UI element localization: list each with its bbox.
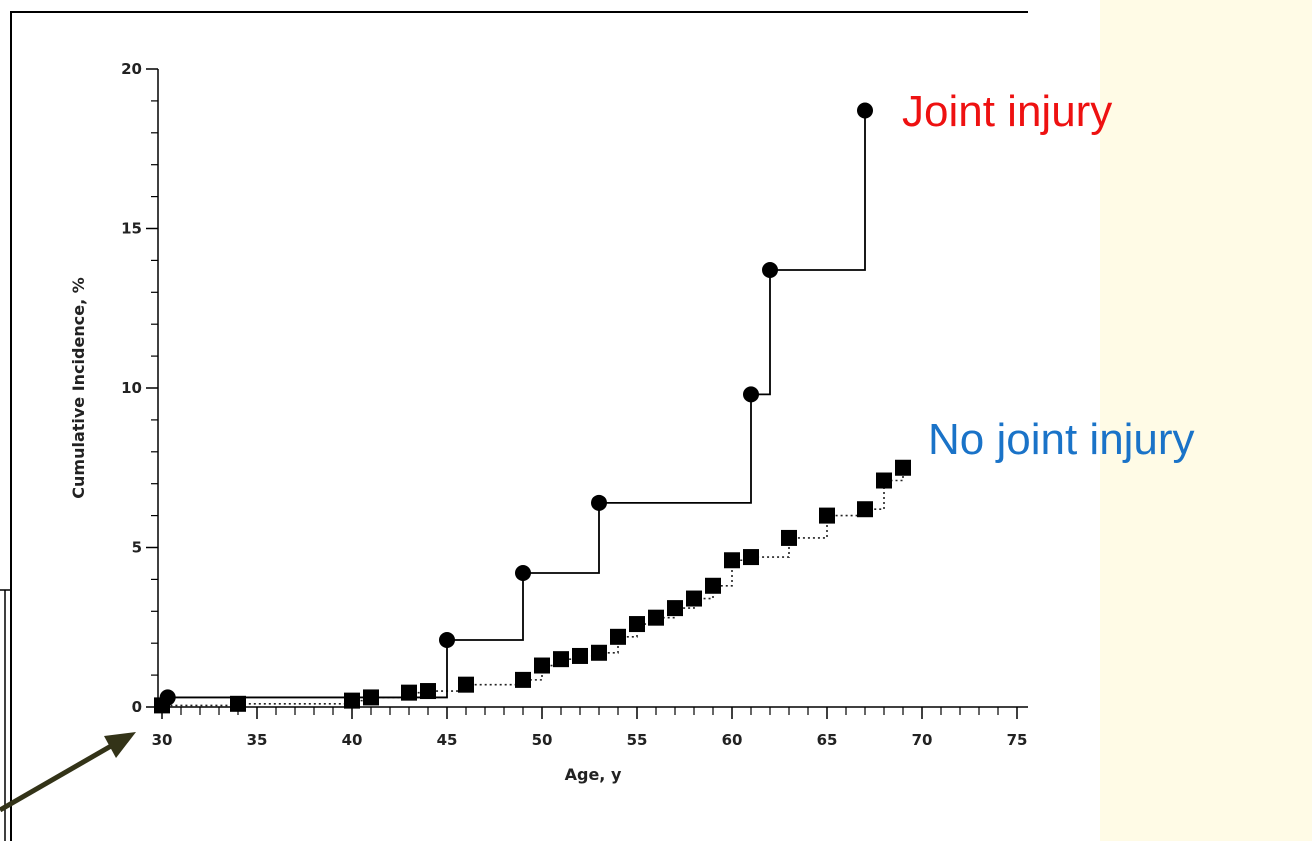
- x-tick-label: 75: [1007, 731, 1028, 749]
- y-tick-label: 0: [132, 698, 142, 716]
- arrow-shaft: [0, 739, 120, 813]
- no-joint-injury-marker: [553, 651, 569, 668]
- no-joint-injury-marker: [705, 577, 721, 594]
- joint-injury-marker: [515, 565, 531, 582]
- y-tick-label: 10: [121, 379, 142, 397]
- no-joint-injury-marker: [572, 647, 588, 664]
- side-highlight-panel: [1100, 0, 1312, 841]
- x-tick-label: 65: [817, 731, 838, 749]
- x-tick-label: 55: [627, 731, 648, 749]
- no-joint-injury-label: No joint injury: [928, 415, 1195, 464]
- y-axis-title: Cumulative Incidence, %: [69, 277, 88, 498]
- y-tick-label: 5: [132, 539, 142, 557]
- no-joint-injury-marker: [420, 683, 436, 700]
- no-joint-injury-marker: [667, 600, 683, 617]
- no-joint-injury-marker: [591, 644, 607, 661]
- x-tick-group: 30 35 40 45 50 55 60 65 70 75: [152, 707, 1028, 749]
- x-tick-label: 45: [437, 731, 458, 749]
- y-tick-label: 15: [121, 220, 142, 238]
- joint-injury-marker: [743, 386, 759, 403]
- no-joint-injury-marker: [515, 671, 531, 688]
- no-joint-injury-step-line: [161, 467, 904, 707]
- arrow-head: [104, 732, 136, 758]
- x-tick-label: 30: [152, 731, 173, 749]
- joint-injury-label: Joint injury: [902, 87, 1112, 136]
- no-joint-injury-marker: [876, 472, 892, 489]
- joint-injury-marker: [591, 494, 607, 511]
- joint-injury-marker: [857, 102, 873, 119]
- joint-injury-marker: [159, 689, 176, 706]
- no-joint-injury-marker: [724, 552, 740, 569]
- no-joint-injury-marker: [857, 501, 873, 518]
- series-no-joint-injury: [154, 459, 911, 714]
- joint-injury-step-line: [162, 110, 866, 708]
- no-joint-injury-marker: [534, 657, 550, 674]
- pointer-arrow: [0, 732, 136, 813]
- no-joint-injury-marker: [648, 609, 664, 626]
- joint-injury-marker: [762, 261, 778, 278]
- no-joint-injury-marker: [230, 695, 246, 712]
- x-tick-label: 35: [247, 731, 268, 749]
- no-joint-injury-marker: [686, 590, 702, 607]
- no-joint-injury-marker: [743, 549, 759, 566]
- no-joint-injury-marker: [819, 507, 835, 524]
- no-joint-injury-marker: [344, 692, 360, 709]
- x-tick-label: 70: [912, 731, 933, 749]
- x-tick-label: 50: [532, 731, 553, 749]
- no-joint-injury-marker: [629, 616, 645, 633]
- no-joint-injury-marker: [895, 459, 911, 476]
- no-joint-injury-marker: [458, 676, 474, 693]
- series-joint-injury: [159, 102, 873, 708]
- x-tick-label: 60: [722, 731, 743, 749]
- joint-injury-marker: [439, 632, 455, 649]
- no-joint-injury-marker: [610, 628, 626, 645]
- y-tick-label: 20: [121, 60, 142, 78]
- y-tick-group: 0 5 10 15 20: [121, 60, 158, 716]
- x-axis-title: Age, y: [565, 765, 622, 784]
- image-frame: [0, 11, 1028, 841]
- x-tick-label: 40: [342, 731, 363, 749]
- no-joint-injury-marker: [781, 529, 797, 546]
